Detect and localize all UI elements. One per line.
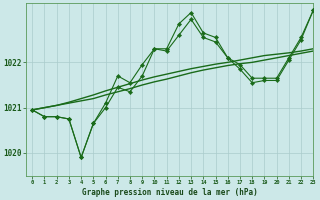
- X-axis label: Graphe pression niveau de la mer (hPa): Graphe pression niveau de la mer (hPa): [82, 188, 258, 197]
